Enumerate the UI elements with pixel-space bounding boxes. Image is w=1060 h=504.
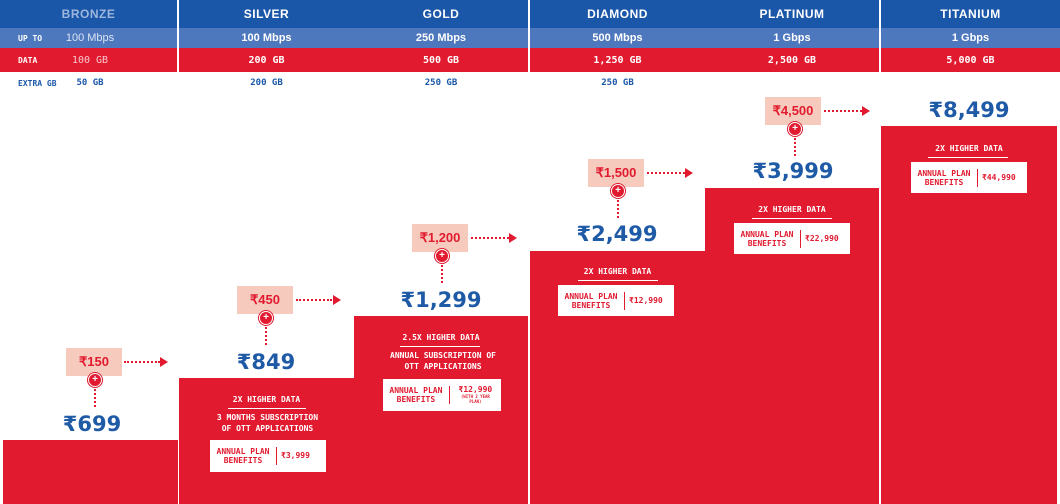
plus-icon: + bbox=[611, 184, 625, 198]
feature-primary-platinum: 2X HIGHER DATA bbox=[758, 205, 826, 214]
divider bbox=[928, 157, 1008, 158]
connector-line bbox=[124, 361, 160, 363]
feature-secondary-silver: 3 MONTHS SUBSCRIPTION OF OTT APPLICATION… bbox=[216, 413, 319, 433]
plan-name-diamond: DIAMOND bbox=[587, 7, 648, 21]
benefit-box-gold: ANNUAL PLAN BENEFITS ₹12,990 (WITH 2 YEA… bbox=[383, 379, 501, 411]
plan-name-silver: SILVER bbox=[243, 7, 290, 21]
plan-extra-silver: 200 GB bbox=[250, 78, 283, 88]
plan-extra-bronze: 50 GB bbox=[76, 78, 104, 88]
benefit-note: (WITH 2 YEAR PLAN) bbox=[460, 394, 490, 404]
plus-icon: + bbox=[435, 249, 449, 263]
benefit-box-titanium: ANNUAL PLAN BENEFITS ₹44,990 bbox=[911, 162, 1027, 193]
plan-data-gold: 500 GB bbox=[422, 54, 460, 66]
plan-speed-platinum: 1 Gbps bbox=[773, 32, 811, 44]
benefit-label: ANNUAL PLAN BENEFITS bbox=[911, 168, 978, 187]
benefit-box-platinum: ANNUAL PLAN BENEFITS ₹22,990 bbox=[734, 223, 850, 254]
extra-row-label: EXTRA GB bbox=[18, 78, 57, 88]
plus-icon: + bbox=[259, 311, 273, 325]
price-gold: ₹1,299 bbox=[400, 288, 482, 312]
addon-price-bronze: ₹150 bbox=[66, 348, 122, 376]
plan-data-titanium: 5,000 GB bbox=[946, 54, 995, 66]
benefit-box-silver: ANNUAL PLAN BENEFITS ₹3,999 bbox=[210, 440, 326, 472]
benefit-label: ANNUAL PLAN BENEFITS bbox=[383, 386, 450, 404]
data-row-label: DATA bbox=[18, 55, 38, 65]
benefit-value: ₹12,990 bbox=[629, 295, 663, 305]
plus-icon: + bbox=[788, 122, 802, 136]
plan-data-bronze: 100 GB bbox=[71, 54, 109, 66]
benefit-box-diamond: ANNUAL PLAN BENEFITS ₹12,990 bbox=[558, 285, 674, 316]
plan-name-bronze: BRONZE bbox=[61, 7, 116, 21]
header-name-row bbox=[0, 0, 1060, 28]
column-divider bbox=[528, 0, 530, 72]
divider bbox=[400, 346, 480, 347]
price-diamond: ₹2,499 bbox=[576, 222, 658, 246]
price-platinum: ₹3,999 bbox=[752, 159, 834, 183]
connector-line bbox=[296, 299, 332, 301]
plan-speed-diamond: 500 Mbps bbox=[592, 32, 643, 44]
arrow-right-icon bbox=[333, 295, 341, 305]
step-bronze bbox=[3, 440, 178, 504]
plan-speed-titanium: 1 Gbps bbox=[951, 32, 990, 44]
plan-data-diamond: 1,250 GB bbox=[593, 54, 642, 66]
benefit-label: ANNUAL PLAN BENEFITS bbox=[734, 229, 801, 248]
benefit-label: ANNUAL PLAN BENEFITS bbox=[210, 447, 277, 465]
connector-line bbox=[647, 172, 685, 174]
speed-row-label: UP TO bbox=[18, 33, 43, 43]
benefit-label: ANNUAL PLAN BENEFITS bbox=[558, 291, 625, 310]
connector-line bbox=[617, 200, 619, 218]
arrow-right-icon bbox=[509, 233, 517, 243]
arrow-right-icon bbox=[160, 357, 168, 367]
price-silver: ₹849 bbox=[236, 350, 296, 374]
plan-name-titanium: TITANIUM bbox=[940, 7, 1001, 21]
benefit-value: ₹3,999 bbox=[281, 451, 310, 460]
column-divider bbox=[177, 0, 179, 72]
benefit-value: ₹44,990 bbox=[982, 172, 1016, 182]
feature-primary-gold: 2.5X HIGHER DATA bbox=[402, 333, 480, 342]
connector-line bbox=[824, 110, 862, 112]
benefit-value: ₹12,990 bbox=[458, 385, 493, 394]
plan-extra-diamond: 250 GB bbox=[601, 78, 634, 88]
benefit-value: ₹22,990 bbox=[805, 233, 839, 243]
plan-speed-bronze: 100 Mbps bbox=[65, 32, 115, 44]
plan-data-silver: 200 GB bbox=[248, 54, 285, 66]
plan-name-gold: GOLD bbox=[422, 7, 460, 21]
plan-name-platinum: PLATINUM bbox=[759, 7, 825, 21]
plus-icon: + bbox=[88, 373, 102, 387]
plan-speed-silver: 100 Mbps bbox=[241, 32, 292, 44]
feature-primary-diamond: 2X HIGHER DATA bbox=[583, 267, 652, 276]
connector-line bbox=[265, 327, 267, 345]
feature-secondary-gold: ANNUAL SUBSCRIPTION OF OTT APPLICATIONS bbox=[390, 351, 496, 371]
header-speed-row bbox=[0, 28, 1060, 48]
plan-speed-gold: 250 Mbps bbox=[415, 32, 467, 44]
plan-data-platinum: 2,500 GB bbox=[767, 54, 817, 66]
feature-primary-silver: 2X HIGHER DATA bbox=[232, 395, 301, 404]
feature-primary-titanium: 2X HIGHER DATA bbox=[935, 144, 1003, 153]
arrow-right-icon bbox=[685, 168, 693, 178]
header-data-row bbox=[0, 48, 1060, 72]
benefit-value-group: ₹12,990 (WITH 2 YEAR PLAN) bbox=[450, 385, 501, 405]
connector-line bbox=[441, 265, 443, 283]
divider bbox=[752, 218, 832, 219]
addon-price-platinum: ₹4,500 bbox=[765, 97, 821, 125]
connector-line bbox=[471, 237, 509, 239]
price-bronze: ₹699 bbox=[62, 412, 122, 436]
connector-line bbox=[794, 138, 796, 156]
plan-extra-gold: 250 GB bbox=[424, 78, 458, 88]
addon-price-silver: ₹450 bbox=[237, 286, 293, 314]
addon-price-gold: ₹1,200 bbox=[412, 224, 468, 252]
arrow-right-icon bbox=[862, 106, 870, 116]
column-divider bbox=[879, 0, 881, 72]
price-titanium: ₹8,499 bbox=[928, 98, 1010, 122]
connector-line bbox=[94, 389, 96, 407]
divider bbox=[228, 408, 306, 409]
divider bbox=[578, 280, 658, 281]
addon-price-diamond: ₹1,500 bbox=[588, 159, 644, 187]
